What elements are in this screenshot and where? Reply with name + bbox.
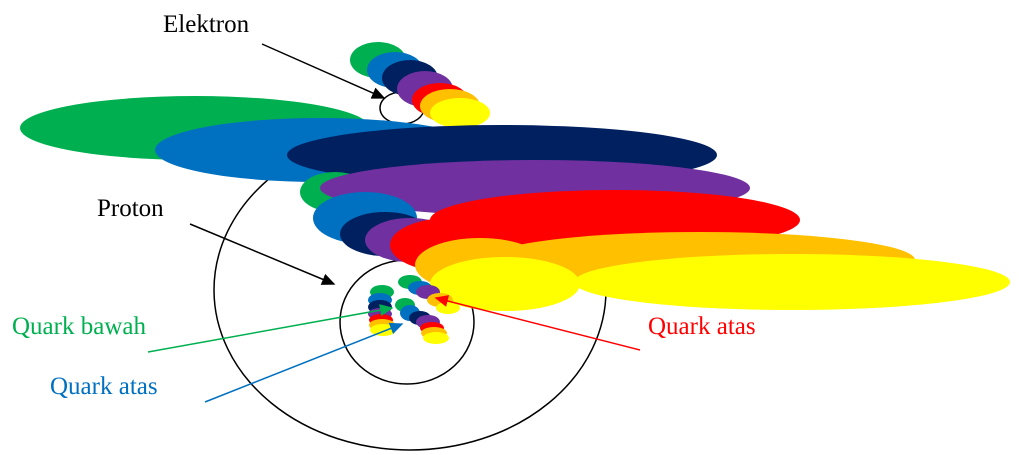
blob <box>574 254 1010 310</box>
wave-cloud <box>20 96 1010 311</box>
blob <box>430 98 490 128</box>
quark-up-left-label: Quark atas <box>50 373 158 400</box>
electron-cloud <box>350 42 490 128</box>
proton-arrow <box>189 223 336 285</box>
quark-up-right-arrow <box>434 295 641 351</box>
quark-up-right-label: Quark atas <box>648 313 756 340</box>
quark-down-arrow <box>147 304 394 353</box>
electron-label: Elektron <box>163 11 250 38</box>
quark-up-left-arrow <box>204 322 404 403</box>
quark-down-label: Quark bawah <box>12 313 146 340</box>
blob <box>423 332 449 344</box>
blob <box>370 324 396 336</box>
electron-arrow <box>261 43 386 99</box>
blob <box>430 257 580 311</box>
proton-label: Proton <box>97 195 164 222</box>
